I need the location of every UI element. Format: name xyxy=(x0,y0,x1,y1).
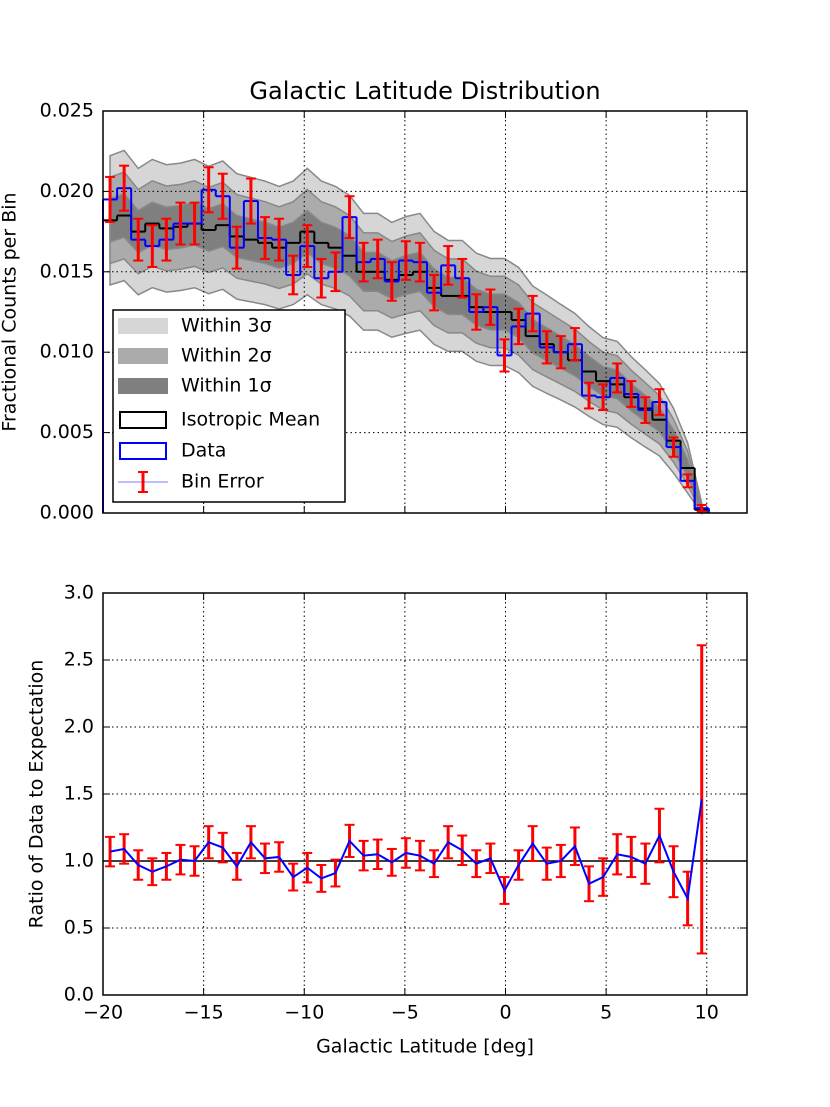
y-tick-label: 0.5 xyxy=(64,917,94,939)
error-bar xyxy=(612,362,623,394)
error-bar xyxy=(330,251,341,293)
error-bar xyxy=(358,241,369,283)
y-tick-label: 0.0 xyxy=(64,984,94,1006)
error-bar xyxy=(372,238,383,280)
error-bar xyxy=(640,396,651,424)
chart-title: Galactic Latitude Distribution xyxy=(249,77,600,105)
x-tick-label: −20 xyxy=(83,1002,123,1024)
axes-frame xyxy=(102,592,748,996)
error-bar xyxy=(555,335,566,370)
x-tick-label: 0 xyxy=(499,1002,511,1024)
error-bar xyxy=(485,288,496,326)
y-tick-label: 0.025 xyxy=(40,100,94,122)
error-bar xyxy=(471,293,482,331)
legend-box xyxy=(112,309,346,503)
y-tick-label: 0.010 xyxy=(40,341,94,363)
ratio-line xyxy=(109,799,703,902)
error-bar xyxy=(119,164,130,212)
legend-label: Isotropic Mean xyxy=(181,409,320,431)
error-bar xyxy=(245,177,256,225)
y-tick-label: 0.000 xyxy=(40,502,94,524)
error-bar xyxy=(203,166,214,214)
error-bar xyxy=(344,195,355,240)
legend-swatch xyxy=(118,318,168,334)
x-tick-label: −10 xyxy=(284,1002,324,1024)
error-bar xyxy=(386,261,397,302)
error-bar xyxy=(414,241,425,283)
legend-swatch xyxy=(119,411,167,429)
error-bar xyxy=(161,217,172,262)
x-tick-label: 10 xyxy=(695,1002,719,1024)
x-tick-label: −15 xyxy=(184,1002,224,1024)
error-bar xyxy=(527,294,538,333)
y-tick-label: 2.5 xyxy=(64,649,94,671)
y-tick-label: 0.005 xyxy=(40,421,94,443)
error-bar xyxy=(288,254,299,296)
error-bar xyxy=(400,240,411,281)
legend-label: Data xyxy=(181,440,226,462)
error-bar xyxy=(175,201,186,246)
error-bar xyxy=(457,257,468,299)
error-bar xyxy=(443,245,454,286)
x-tick-label: −5 xyxy=(391,1002,419,1024)
error-bar xyxy=(316,257,327,299)
error-bar xyxy=(274,217,285,262)
error-bar xyxy=(260,216,271,260)
y-tick-label: 0.020 xyxy=(40,180,94,202)
legend-swatch xyxy=(119,442,167,460)
error-bar xyxy=(541,330,552,365)
error-bar xyxy=(626,380,637,408)
error-bar xyxy=(654,388,665,416)
y-tick-label: 1.0 xyxy=(64,850,94,872)
axes-frame xyxy=(102,110,748,514)
error-bar xyxy=(569,327,580,362)
error-bar xyxy=(682,473,693,489)
error-bar xyxy=(231,225,242,270)
legend-label: Within 2σ xyxy=(181,345,272,367)
x-axis-label: Galactic Latitude [deg] xyxy=(316,1036,534,1058)
error-bar xyxy=(217,172,228,220)
error-bar xyxy=(189,201,200,246)
error-bar xyxy=(429,274,440,312)
legend-swatch xyxy=(118,348,168,364)
legend-label: Within 3σ xyxy=(181,315,272,337)
legend-label: Bin Error xyxy=(181,471,264,493)
legend-swatch xyxy=(118,378,168,394)
y-tick-label: 2.0 xyxy=(64,716,94,738)
error-bar xyxy=(696,503,707,513)
error-bar xyxy=(584,381,595,410)
error-bar xyxy=(302,224,313,268)
error-bar xyxy=(105,175,116,223)
error-bar xyxy=(499,338,510,373)
y-axis-label: Fractional Counts per Bin xyxy=(0,192,21,431)
error-bar xyxy=(133,217,144,262)
y-tick-label: 3.0 xyxy=(64,582,94,604)
legend-label: Within 1σ xyxy=(181,375,272,397)
error-bar xyxy=(598,383,609,412)
y-axis-label: Ratio of Data to Expectation xyxy=(26,660,48,929)
error-bar xyxy=(668,436,679,458)
error-bar xyxy=(147,224,158,268)
x-tick-label: 5 xyxy=(600,1002,612,1024)
error-bar xyxy=(513,307,524,346)
y-tick-label: 0.015 xyxy=(40,260,94,282)
y-tick-label: 1.5 xyxy=(64,783,94,805)
